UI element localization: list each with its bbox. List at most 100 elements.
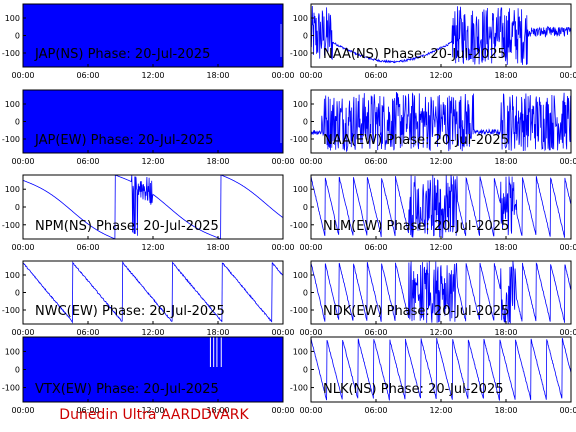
ytick-label-3-0: 100: [293, 100, 308, 109]
ytick-label-9-1: 0: [303, 366, 308, 375]
xtick-label-1-4: 00:00: [559, 71, 576, 80]
xtick-label-5-3: 18:00: [494, 243, 517, 252]
xtick-label-0-4: 00:00: [271, 71, 294, 80]
panel-title-0: JAP(NS) Phase: 20-Jul-2025: [34, 47, 210, 62]
ytick-label-7-2: -100: [290, 306, 308, 315]
ytick-label-8-1: 0: [15, 366, 20, 375]
panel-title-5: NLM(EW) Phase: 20-Jul-2025: [323, 219, 509, 234]
xtick-label-0-3: 18:00: [206, 71, 229, 80]
xtick-label-3-0: 00:00: [299, 157, 322, 166]
xtick-label-3-4: 00:00: [559, 157, 576, 166]
xtick-label-8-2: 12:00: [141, 406, 164, 415]
ytick-label-4-1: 0: [15, 203, 20, 212]
xtick-label-6-2: 12:00: [141, 328, 164, 337]
panel-9: 1000-10000:0006:0012:0018:0000:00NLK(NS)…: [290, 336, 576, 415]
phase-trace-6: [23, 261, 283, 324]
ytick-label-0-2: -100: [2, 49, 20, 58]
panel-title-8: VTX(EW) Phase: 20-Jul-2025: [35, 382, 219, 397]
ytick-label-6-1: 0: [15, 289, 20, 298]
xtick-label-0-1: 06:00: [76, 71, 99, 80]
xtick-label-1-1: 06:00: [364, 71, 387, 80]
ytick-label-6-0: 100: [5, 271, 20, 280]
ytick-label-8-2: -100: [2, 384, 20, 393]
panel-title-4: NPM(NS) Phase: 20-Jul-2025: [35, 219, 219, 234]
panel-title-6: NWC(EW) Phase: 20-Jul-2025: [35, 304, 225, 319]
xtick-label-5-4: 00:00: [559, 243, 576, 252]
ytick-label-3-1: 0: [303, 118, 308, 127]
xtick-label-7-0: 00:00: [299, 328, 322, 337]
xtick-label-7-3: 18:00: [494, 328, 517, 337]
phase-trace-1: [311, 5, 571, 65]
xtick-label-0-0: 00:00: [11, 71, 34, 80]
trace-fill-2: [23, 90, 283, 153]
ytick-label-7-1: 0: [303, 289, 308, 298]
xtick-label-8-1: 06:00: [76, 406, 99, 415]
ytick-label-3-2: -100: [290, 135, 308, 144]
xtick-label-4-2: 12:00: [141, 243, 164, 252]
xtick-label-7-1: 06:00: [364, 328, 387, 337]
xtick-label-5-2: 12:00: [429, 243, 452, 252]
panel-5: 1000-10000:0006:0012:0018:0000:00NLM(EW)…: [290, 174, 576, 252]
trace-fill-0: [23, 4, 283, 67]
panel-title-7: NDK(EW) Phase: 20-Jul-2025: [323, 304, 509, 319]
xtick-label-9-1: 06:00: [364, 406, 387, 415]
ytick-label-9-2: -100: [290, 384, 308, 393]
panel-title-1: NAA(NS) Phase: 20-Jul-2025: [323, 47, 506, 62]
trace-fill-8: [23, 337, 283, 402]
xtick-label-7-4: 00:00: [559, 328, 576, 337]
panel-title-2: JAP(EW) Phase: 20-Jul-2025: [34, 133, 213, 148]
panel-title-3: NAA(EW) Phase: 20-Jul-2025: [323, 133, 509, 148]
panel-1: 1000-10000:0006:0012:0018:0000:00NAA(NS)…: [290, 3, 576, 80]
xtick-label-9-0: 00:00: [299, 406, 322, 415]
xtick-label-4-0: 00:00: [11, 243, 34, 252]
figure-credit: Dunedin Ultra AARDDVARK: [59, 407, 249, 423]
phase-trace-3: [311, 91, 571, 153]
xtick-label-8-0: 00:00: [11, 406, 34, 415]
xtick-label-6-0: 00:00: [11, 328, 34, 337]
xtick-label-8-3: 18:00: [206, 406, 229, 415]
ytick-label-5-2: -100: [290, 221, 308, 230]
ytick-label-2-0: 100: [5, 100, 20, 109]
xtick-label-3-2: 12:00: [429, 157, 452, 166]
xtick-label-4-1: 06:00: [76, 243, 99, 252]
panel-7: 1000-10000:0006:0012:0018:0000:00NDK(EW)…: [290, 260, 576, 337]
phase-trace-4: [23, 175, 283, 239]
xtick-label-2-0: 00:00: [11, 157, 34, 166]
xtick-label-2-1: 06:00: [76, 157, 99, 166]
xtick-label-0-2: 12:00: [141, 71, 164, 80]
xtick-label-2-3: 18:00: [206, 157, 229, 166]
ytick-label-5-0: 100: [293, 185, 308, 194]
ytick-label-4-2: -100: [2, 221, 20, 230]
xtick-label-4-4: 00:00: [271, 243, 294, 252]
ytick-label-1-1: 0: [303, 32, 308, 41]
xtick-label-9-4: 00:00: [559, 406, 576, 415]
ytick-label-9-0: 100: [293, 347, 308, 356]
xtick-label-5-0: 00:00: [299, 243, 322, 252]
phase-trace-9: [311, 337, 571, 401]
xtick-label-5-1: 06:00: [364, 243, 387, 252]
ytick-label-5-1: 0: [303, 203, 308, 212]
xtick-label-6-4: 00:00: [271, 328, 294, 337]
xtick-label-4-3: 18:00: [206, 243, 229, 252]
xtick-label-3-1: 06:00: [364, 157, 387, 166]
panel-title-9: NLK(NS) Phase: 20-Jul-2025: [323, 382, 504, 397]
xtick-label-2-4: 00:00: [271, 157, 294, 166]
xtick-label-3-3: 18:00: [494, 157, 517, 166]
phase-trace-7: [311, 261, 571, 324]
xtick-label-9-3: 18:00: [494, 406, 517, 415]
xtick-label-8-4: 00:00: [271, 406, 294, 415]
ytick-label-0-0: 100: [5, 14, 20, 23]
xtick-label-9-2: 12:00: [429, 406, 452, 415]
xtick-label-6-1: 06:00: [76, 328, 99, 337]
ytick-label-1-0: 100: [293, 14, 308, 23]
xtick-label-7-2: 12:00: [429, 328, 452, 337]
ytick-label-4-0: 100: [5, 185, 20, 194]
ytick-label-2-1: 0: [15, 118, 20, 127]
ytick-label-6-2: -100: [2, 306, 20, 315]
